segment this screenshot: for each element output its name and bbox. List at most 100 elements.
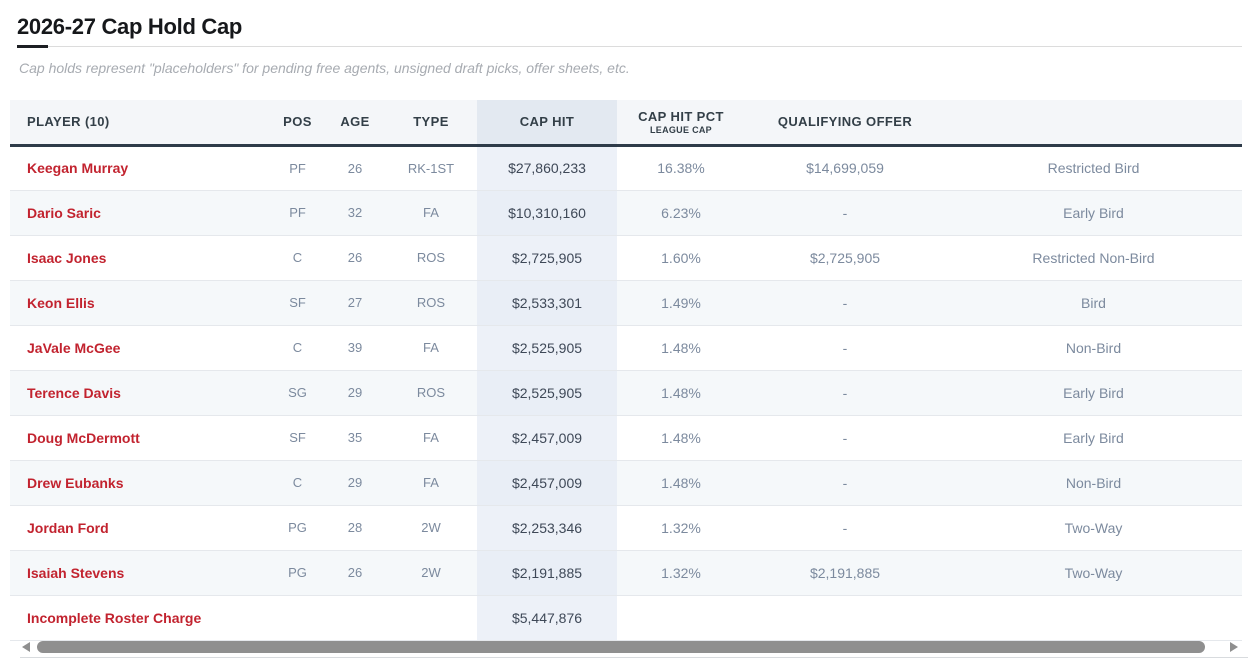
- player-cap-hit-pct: 1.32%: [617, 550, 745, 596]
- column-header-pos[interactable]: POS: [270, 100, 325, 147]
- player-qualifying-offer: -: [745, 190, 945, 236]
- player-cap-hit: $10,310,160: [477, 190, 617, 236]
- player-pos: C: [270, 460, 325, 506]
- scroll-right-arrow-icon[interactable]: [1228, 640, 1240, 654]
- table-row: JaVale McGee C 39 FA $2,525,905 1.48% - …: [10, 325, 1242, 371]
- player-cap-hit: $2,191,885: [477, 550, 617, 596]
- player-name-link[interactable]: Keon Ellis: [10, 280, 270, 326]
- column-header-bird-rights: [945, 100, 1242, 147]
- player-age: 29: [325, 370, 385, 416]
- table-row: Incomplete Roster Charge $5,447,876: [10, 595, 1242, 641]
- player-qualifying-offer: [745, 595, 945, 641]
- player-cap-hit: $2,725,905: [477, 235, 617, 281]
- cap-hold-table: PLAYER (10) POS AGE TYPE CAP HIT CAP HIT…: [10, 100, 1242, 641]
- player-qualifying-offer: -: [745, 460, 945, 506]
- player-type: ROS: [385, 235, 477, 281]
- player-type: 2W: [385, 550, 477, 596]
- player-name-link[interactable]: Isaiah Stevens: [10, 550, 270, 596]
- player-name-link[interactable]: Jordan Ford: [10, 505, 270, 551]
- player-pos: PG: [270, 505, 325, 551]
- player-name-link[interactable]: Terence Davis: [10, 370, 270, 416]
- page-title: 2026-27 Cap Hold Cap: [17, 14, 243, 39]
- title-underline: [17, 45, 1242, 49]
- player-age: 26: [325, 145, 385, 191]
- player-pos: SF: [270, 415, 325, 461]
- scroll-left-arrow-icon[interactable]: [20, 640, 32, 654]
- table-header: PLAYER (10) POS AGE TYPE CAP HIT CAP HIT…: [10, 100, 1242, 147]
- player-pos: PF: [270, 145, 325, 191]
- player-qualifying-offer: -: [745, 370, 945, 416]
- player-bird-rights: Restricted Non-Bird: [945, 235, 1242, 281]
- title-underline-accent: [17, 45, 48, 48]
- player-age: [325, 595, 385, 641]
- table-row: Doug McDermott SF 35 FA $2,457,009 1.48%…: [10, 415, 1242, 461]
- player-name-link[interactable]: Drew Eubanks: [10, 460, 270, 506]
- player-qualifying-offer: -: [745, 325, 945, 371]
- player-bird-rights: Two-Way: [945, 550, 1242, 596]
- table-row: Drew Eubanks C 29 FA $2,457,009 1.48% - …: [10, 460, 1242, 506]
- player-age: 32: [325, 190, 385, 236]
- player-name-link[interactable]: Doug McDermott: [10, 415, 270, 461]
- player-type: FA: [385, 325, 477, 371]
- player-bird-rights: Early Bird: [945, 190, 1242, 236]
- player-cap-hit: $2,533,301: [477, 280, 617, 326]
- table-row: Keegan Murray PF 26 RK-1ST $27,860,233 1…: [10, 145, 1242, 191]
- player-type: RK-1ST: [385, 145, 477, 191]
- player-name-link[interactable]: Dario Saric: [10, 190, 270, 236]
- player-age: 29: [325, 460, 385, 506]
- table-row: Dario Saric PF 32 FA $10,310,160 6.23% -…: [10, 190, 1242, 236]
- player-age: 26: [325, 235, 385, 281]
- table-row: Terence Davis SG 29 ROS $2,525,905 1.48%…: [10, 370, 1242, 416]
- player-name-link[interactable]: Incomplete Roster Charge: [10, 595, 270, 641]
- player-cap-hit: $5,447,876: [477, 595, 617, 641]
- column-header-cap-hit-pct-label: CAP HIT PCT: [638, 108, 724, 124]
- player-name-link[interactable]: JaVale McGee: [10, 325, 270, 371]
- player-cap-hit: $2,525,905: [477, 325, 617, 371]
- player-bird-rights: Non-Bird: [945, 325, 1242, 371]
- player-type: ROS: [385, 370, 477, 416]
- table-row: Isaiah Stevens PG 26 2W $2,191,885 1.32%…: [10, 550, 1242, 596]
- player-name-link[interactable]: Keegan Murray: [10, 145, 270, 191]
- column-header-qualifying-offer[interactable]: QUALIFYING OFFER: [745, 100, 945, 147]
- player-type: FA: [385, 460, 477, 506]
- page-subtitle: Cap holds represent "placeholders" for p…: [19, 60, 630, 76]
- column-header-type[interactable]: TYPE: [385, 100, 477, 147]
- player-pos: C: [270, 325, 325, 371]
- player-pos: C: [270, 235, 325, 281]
- column-header-cap-hit[interactable]: CAP HIT: [477, 100, 617, 147]
- player-cap-hit-pct: 1.48%: [617, 460, 745, 506]
- column-header-league-cap-sublabel: LEAGUE CAP: [649, 124, 712, 135]
- scrollbar-track[interactable]: [37, 640, 1223, 654]
- player-type: ROS: [385, 280, 477, 326]
- player-cap-hit: $2,253,346: [477, 505, 617, 551]
- player-age: 27: [325, 280, 385, 326]
- player-cap-hit-pct: 1.48%: [617, 415, 745, 461]
- player-bird-rights: Two-Way: [945, 505, 1242, 551]
- player-cap-hit: $27,860,233: [477, 145, 617, 191]
- player-bird-rights: Early Bird: [945, 370, 1242, 416]
- player-cap-hit-pct: 1.60%: [617, 235, 745, 281]
- table-row: Jordan Ford PG 28 2W $2,253,346 1.32% - …: [10, 505, 1242, 551]
- player-bird-rights: Early Bird: [945, 415, 1242, 461]
- player-age: 26: [325, 550, 385, 596]
- column-header-cap-hit-pct[interactable]: CAP HIT PCT LEAGUE CAP: [617, 100, 745, 147]
- player-name-link[interactable]: Isaac Jones: [10, 235, 270, 281]
- player-cap-hit-pct: 1.49%: [617, 280, 745, 326]
- player-qualifying-offer: -: [745, 280, 945, 326]
- player-age: 28: [325, 505, 385, 551]
- player-pos: SG: [270, 370, 325, 416]
- player-age: 39: [325, 325, 385, 371]
- player-pos: SF: [270, 280, 325, 326]
- player-cap-hit: $2,457,009: [477, 415, 617, 461]
- column-header-age[interactable]: AGE: [325, 100, 385, 147]
- player-type: [385, 595, 477, 641]
- column-header-player[interactable]: PLAYER (10): [10, 100, 270, 147]
- table-row: Isaac Jones C 26 ROS $2,725,905 1.60% $2…: [10, 235, 1242, 281]
- player-qualifying-offer: -: [745, 505, 945, 551]
- player-qualifying-offer: $2,191,885: [745, 550, 945, 596]
- player-pos: [270, 595, 325, 641]
- player-age: 35: [325, 415, 385, 461]
- player-type: 2W: [385, 505, 477, 551]
- scrollbar-thumb[interactable]: [37, 641, 1206, 653]
- player-cap-hit-pct: 1.48%: [617, 325, 745, 371]
